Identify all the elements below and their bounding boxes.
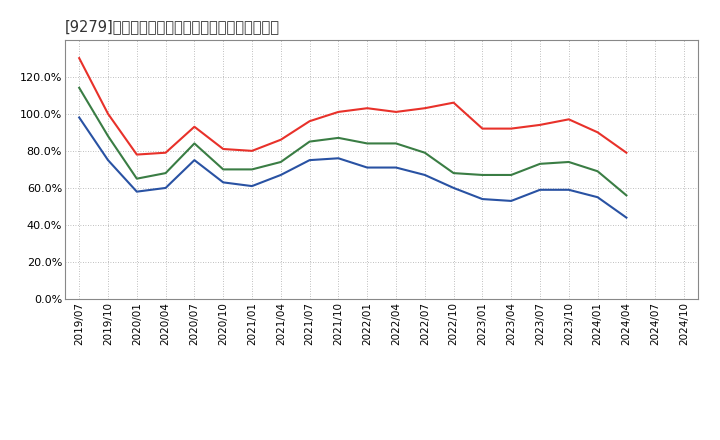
流動比率 <box>104 111 112 117</box>
Line: 流動比率: 流動比率 <box>79 58 626 154</box>
当座比率 <box>622 193 631 198</box>
流動比率 <box>507 126 516 131</box>
当座比率 <box>219 167 228 172</box>
流動比率 <box>392 109 400 114</box>
当座比率 <box>536 161 544 166</box>
現預金比率 <box>593 194 602 200</box>
当座比率 <box>478 172 487 178</box>
現預金比率 <box>334 156 343 161</box>
現預金比率 <box>449 185 458 191</box>
当座比率 <box>392 141 400 146</box>
当座比率 <box>334 135 343 140</box>
現預金比率 <box>305 158 314 163</box>
現預金比率 <box>75 115 84 120</box>
当座比率 <box>104 133 112 139</box>
当座比率 <box>248 167 256 172</box>
現預金比率 <box>104 158 112 163</box>
当座比率 <box>449 170 458 176</box>
当座比率 <box>363 141 372 146</box>
流動比率 <box>536 122 544 128</box>
当座比率 <box>190 141 199 146</box>
流動比率 <box>305 118 314 124</box>
現預金比率 <box>132 189 141 194</box>
現預金比率 <box>392 165 400 170</box>
当座比率 <box>593 169 602 174</box>
流動比率 <box>219 147 228 152</box>
現預金比率 <box>248 183 256 189</box>
流動比率 <box>190 124 199 129</box>
当座比率 <box>161 170 170 176</box>
流動比率 <box>334 109 343 114</box>
流動比率 <box>132 152 141 157</box>
現預金比率 <box>219 180 228 185</box>
Line: 当座比率: 当座比率 <box>79 88 626 195</box>
流動比率 <box>420 106 429 111</box>
流動比率 <box>276 137 285 143</box>
現預金比率 <box>161 185 170 191</box>
現預金比率 <box>420 172 429 178</box>
Line: 現預金比率: 現預金比率 <box>79 117 626 218</box>
当座比率 <box>75 85 84 91</box>
流動比率 <box>248 148 256 154</box>
当座比率 <box>507 172 516 178</box>
現預金比率 <box>190 158 199 163</box>
流動比率 <box>564 117 573 122</box>
流動比率 <box>75 55 84 61</box>
流動比率 <box>622 150 631 155</box>
現預金比率 <box>622 215 631 220</box>
Text: [9279]　流動比率、当座比率、現預金比率の推移: [9279] 流動比率、当座比率、現預金比率の推移 <box>65 19 280 34</box>
現預金比率 <box>478 196 487 202</box>
流動比率 <box>363 106 372 111</box>
現預金比率 <box>536 187 544 192</box>
当座比率 <box>564 159 573 165</box>
当座比率 <box>276 159 285 165</box>
現預金比率 <box>276 172 285 178</box>
流動比率 <box>449 100 458 105</box>
当座比率 <box>420 150 429 155</box>
流動比率 <box>593 130 602 135</box>
現預金比率 <box>564 187 573 192</box>
現預金比率 <box>363 165 372 170</box>
流動比率 <box>478 126 487 131</box>
流動比率 <box>161 150 170 155</box>
当座比率 <box>305 139 314 144</box>
現預金比率 <box>507 198 516 204</box>
当座比率 <box>132 176 141 181</box>
